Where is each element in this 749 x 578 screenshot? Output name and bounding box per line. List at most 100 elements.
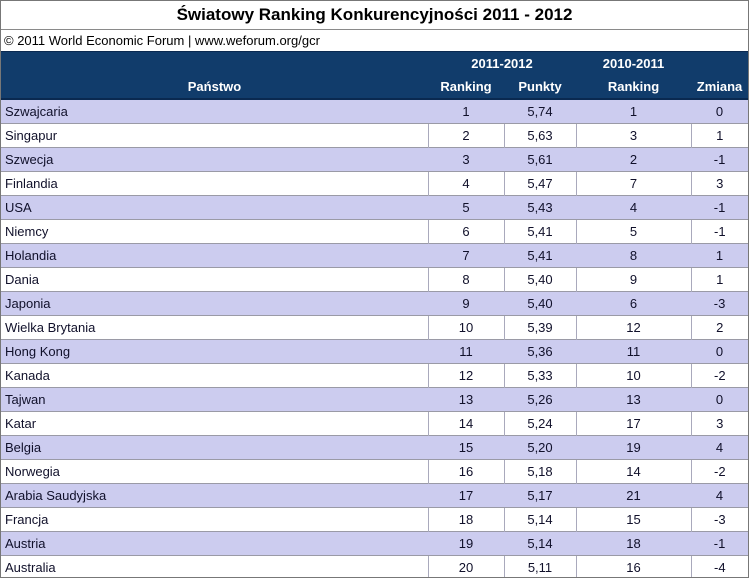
- change-cell: 0: [691, 387, 748, 412]
- rank-2010-cell: 21: [576, 483, 692, 508]
- rank-2010-cell: 15: [575, 507, 692, 532]
- rank-2010-cell: 19: [576, 435, 692, 460]
- country-cell: Francja: [1, 507, 428, 532]
- country-cell: USA: [1, 195, 428, 220]
- table-row: Dania 8 5,40 9 1: [1, 267, 748, 292]
- points-cell: 5,40: [504, 291, 577, 316]
- change-cell: 2: [690, 315, 748, 340]
- change-cell: -1: [690, 219, 748, 244]
- table-row: Wielka Brytania 10 5,39 12 2: [1, 315, 748, 340]
- table-row: Hong Kong 11 5,36 11 0: [1, 339, 748, 364]
- rank-2011-cell: 17: [428, 483, 504, 508]
- country-cell: Niemcy: [1, 219, 428, 244]
- points-cell: 5,33: [503, 363, 577, 388]
- rank-2011-cell: 12: [427, 363, 504, 388]
- rank-2011-cell: 6: [427, 219, 504, 244]
- points-cell: 5,24: [503, 411, 577, 436]
- table-row: Austria 19 5,14 18 -1: [1, 531, 748, 556]
- empty-group-header: [1, 51, 428, 75]
- points-cell: 5,14: [504, 531, 577, 556]
- group-header-2010-2011: 2010-2011: [576, 51, 692, 75]
- rank-2010-cell: 4: [576, 195, 692, 220]
- rank-2011-cell: 15: [428, 435, 504, 460]
- country-cell: Szwecja: [1, 147, 428, 172]
- points-cell: 5,61: [504, 147, 577, 172]
- country-cell: Arabia Saudyjska: [1, 483, 428, 508]
- change-cell: -1: [691, 531, 748, 556]
- points-cell: 5,20: [504, 435, 577, 460]
- column-header-points: Punkty: [504, 75, 577, 100]
- points-cell: 5,36: [504, 339, 577, 364]
- rank-2010-cell: 17: [575, 411, 692, 436]
- group-header-2011-2012: 2011-2012: [428, 51, 577, 75]
- change-cell: -3: [691, 291, 748, 316]
- table-header: 2011-2012 2010-2011 Państwo Ranking Punk…: [1, 51, 748, 100]
- rank-2010-cell: 6: [576, 291, 692, 316]
- change-cell: 3: [690, 411, 748, 436]
- country-cell: Singapur: [1, 123, 428, 148]
- points-cell: 5,63: [503, 123, 577, 148]
- country-cell: Austria: [1, 531, 428, 556]
- table-row: Arabia Saudyjska 17 5,17 21 4: [1, 483, 748, 508]
- country-cell: Tajwan: [1, 387, 428, 412]
- column-header-rank-2011: Ranking: [428, 75, 504, 100]
- rank-2011-cell: 13: [428, 387, 504, 412]
- table-row: Szwajcaria 1 5,74 1 0: [1, 98, 748, 124]
- column-header-rank-2010: Ranking: [576, 75, 692, 100]
- table-row: Belgia 15 5,20 19 4: [1, 435, 748, 460]
- rank-2010-cell: 8: [576, 243, 692, 268]
- copyright-line: © 2011 World Economic Forum | www.weforu…: [4, 33, 320, 48]
- table-row: Francja 18 5,14 15 -3: [1, 507, 748, 532]
- points-cell: 5,14: [503, 507, 577, 532]
- rank-2011-cell: 5: [428, 195, 504, 220]
- country-cell: Belgia: [1, 435, 428, 460]
- rank-2010-cell: 2: [576, 147, 692, 172]
- ranking-table: 2011-2012 2010-2011 Państwo Ranking Punk…: [1, 51, 748, 577]
- column-header-change: Zmiana: [691, 75, 748, 100]
- table-row: Australia 20 5,11 16 -4: [1, 555, 748, 577]
- country-cell: Finlandia: [1, 171, 428, 196]
- change-cell: -1: [691, 147, 748, 172]
- table-row: Katar 14 5,24 17 3: [1, 411, 748, 436]
- change-cell: 1: [690, 123, 748, 148]
- rank-2010-cell: 12: [575, 315, 692, 340]
- points-cell: 5,26: [504, 387, 577, 412]
- rank-2011-cell: 20: [427, 555, 504, 577]
- table-row: Kanada 12 5,33 10 -2: [1, 363, 748, 388]
- change-cell: 4: [691, 483, 748, 508]
- rank-2010-cell: 18: [576, 531, 692, 556]
- country-cell: Wielka Brytania: [1, 315, 428, 340]
- rank-2010-cell: 7: [575, 171, 692, 196]
- table-row: Japonia 9 5,40 6 -3: [1, 291, 748, 316]
- country-cell: Katar: [1, 411, 428, 436]
- change-cell: 1: [691, 243, 748, 268]
- country-cell: Hong Kong: [1, 339, 428, 364]
- rank-2011-cell: 11: [428, 339, 504, 364]
- rank-2010-cell: 3: [575, 123, 692, 148]
- country-cell: Szwajcaria: [1, 98, 428, 124]
- column-header-row: Państwo Ranking Punkty Ranking Zmiana: [1, 75, 748, 100]
- change-cell: -4: [690, 555, 748, 577]
- change-cell: -2: [690, 459, 748, 484]
- points-cell: 5,41: [504, 243, 577, 268]
- rank-2011-cell: 9: [428, 291, 504, 316]
- rank-2011-cell: 10: [427, 315, 504, 340]
- table-row: Finlandia 4 5,47 7 3: [1, 171, 748, 196]
- points-cell: 5,17: [504, 483, 577, 508]
- points-cell: 5,40: [503, 267, 577, 292]
- country-cell: Dania: [1, 267, 428, 292]
- year-group-header-row: 2011-2012 2010-2011: [1, 51, 748, 75]
- table-row: Norwegia 16 5,18 14 -2: [1, 459, 748, 484]
- change-cell: -3: [690, 507, 748, 532]
- table-row: Niemcy 6 5,41 5 -1: [1, 219, 748, 244]
- change-cell: 4: [691, 435, 748, 460]
- change-cell: -1: [691, 195, 748, 220]
- points-cell: 5,39: [503, 315, 577, 340]
- table-row: Szwecja 3 5,61 2 -1: [1, 147, 748, 172]
- points-cell: 5,74: [504, 98, 577, 124]
- points-cell: 5,43: [504, 195, 577, 220]
- rank-2011-cell: 3: [428, 147, 504, 172]
- rank-2011-cell: 1: [428, 98, 504, 124]
- rank-2011-cell: 4: [427, 171, 504, 196]
